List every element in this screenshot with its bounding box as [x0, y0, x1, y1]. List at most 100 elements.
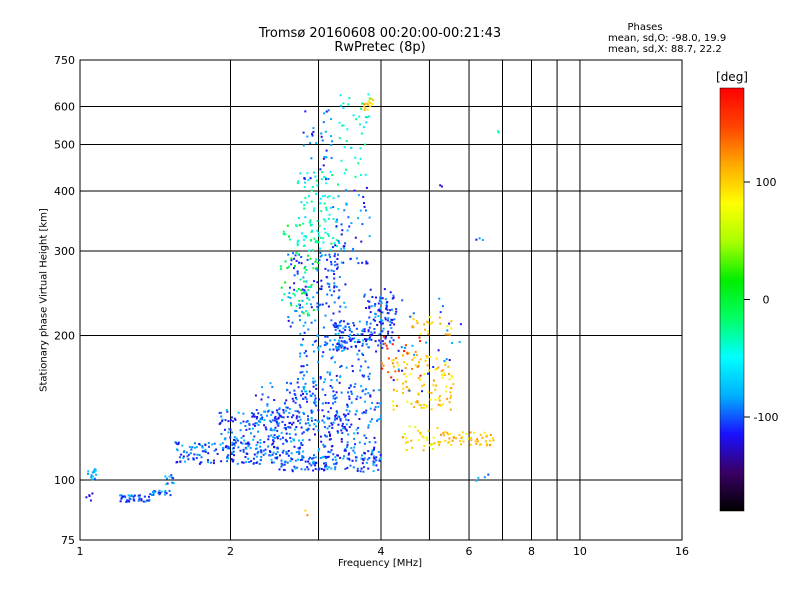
scatter-point	[317, 348, 320, 351]
scatter-point	[300, 201, 303, 204]
scatter-point	[241, 461, 244, 464]
scatter-point	[288, 412, 291, 414]
scatter-point	[89, 499, 92, 502]
scatter-point	[339, 305, 342, 308]
scatter-point	[345, 341, 348, 344]
scatter-point	[340, 429, 343, 432]
scatter-point	[349, 336, 352, 339]
scatter-point	[363, 328, 366, 331]
scatter-point	[348, 225, 351, 228]
scatter-point	[340, 261, 343, 264]
scatter-point	[487, 473, 490, 476]
scatter-point	[273, 429, 276, 432]
scatter-point	[293, 389, 296, 392]
scatter-point	[337, 195, 340, 198]
scatter-point	[174, 441, 177, 444]
scatter-point	[337, 253, 339, 256]
scatter-point	[164, 491, 167, 494]
scatter-point	[244, 456, 247, 458]
scatter-point	[360, 457, 363, 460]
scatter-point	[182, 455, 185, 458]
scatter-point	[303, 331, 306, 334]
scatter-point	[310, 157, 313, 160]
scatter-point	[325, 343, 328, 346]
scatter-point	[245, 428, 248, 431]
scatter-point	[312, 428, 315, 431]
scatter-point	[397, 368, 400, 371]
scatter-point	[414, 350, 417, 353]
scatter-point	[290, 416, 293, 419]
scatter-point	[439, 405, 442, 407]
scatter-point	[166, 477, 168, 480]
scatter-point	[299, 332, 302, 335]
scatter-point	[270, 413, 273, 416]
scatter-point	[312, 457, 315, 459]
scatter-point	[273, 434, 276, 437]
scatter-point	[312, 267, 315, 270]
scatter-point	[219, 411, 222, 414]
scatter-point	[339, 94, 342, 97]
scatter-point	[267, 438, 270, 441]
scatter-point	[276, 451, 279, 453]
scatter-point	[363, 295, 366, 298]
scatter-point	[419, 432, 422, 434]
scatter-point	[354, 456, 357, 459]
scatter-point	[233, 436, 236, 439]
scatter-point	[418, 403, 421, 406]
scatter-point	[426, 356, 429, 359]
scatter-point	[415, 401, 418, 404]
scatter-point	[345, 429, 348, 432]
scatter-point	[315, 258, 317, 261]
scatter-point	[274, 415, 277, 418]
scatter-point	[231, 451, 234, 454]
scatter-point	[346, 403, 349, 406]
scatter-point	[85, 496, 88, 499]
scatter-point	[307, 460, 310, 463]
scatter-point	[293, 288, 296, 291]
scatter-point	[227, 454, 230, 457]
scatter-point	[360, 132, 363, 135]
scatter-point	[350, 147, 353, 149]
y-tick-label: 400	[54, 185, 75, 198]
scatter-point	[222, 449, 224, 451]
scatter-point	[310, 306, 313, 309]
scatter-point	[328, 195, 331, 197]
scatter-point	[292, 292, 295, 295]
scatter-point	[278, 435, 281, 437]
scatter-point	[221, 420, 224, 423]
scatter-point	[329, 206, 332, 209]
scatter-point	[331, 386, 334, 389]
scatter-point	[382, 364, 385, 367]
scatter-point	[282, 230, 285, 233]
scatter-point	[450, 394, 452, 397]
scatter-point	[295, 310, 298, 312]
scatter-point	[327, 455, 330, 458]
scatter-point	[133, 494, 136, 497]
scatter-point	[356, 257, 358, 260]
scatter-point	[462, 440, 465, 443]
scatter-point	[244, 425, 247, 427]
scatter-point	[432, 436, 435, 439]
scatter-point	[299, 319, 301, 322]
scatter-point	[405, 449, 408, 451]
scatter-point	[271, 461, 273, 464]
scatter-point	[302, 377, 305, 380]
scatter-point	[488, 444, 491, 447]
scatter-point	[350, 390, 353, 393]
scatter-point	[305, 390, 307, 393]
scatter-point	[355, 118, 358, 121]
scatter-point	[287, 450, 290, 452]
scatter-point	[381, 330, 384, 333]
scatter-point	[344, 414, 347, 417]
scatter-point	[304, 396, 307, 399]
scatter-point	[314, 419, 317, 421]
scatter-point	[358, 418, 361, 420]
scatter-point	[431, 443, 434, 446]
scatter-point	[437, 349, 440, 352]
scatter-point	[369, 311, 372, 314]
scatter-point	[428, 316, 431, 319]
scatter-point	[340, 319, 343, 322]
scatter-point	[255, 462, 258, 464]
scatter-point	[256, 441, 259, 444]
scatter-point	[335, 239, 338, 242]
